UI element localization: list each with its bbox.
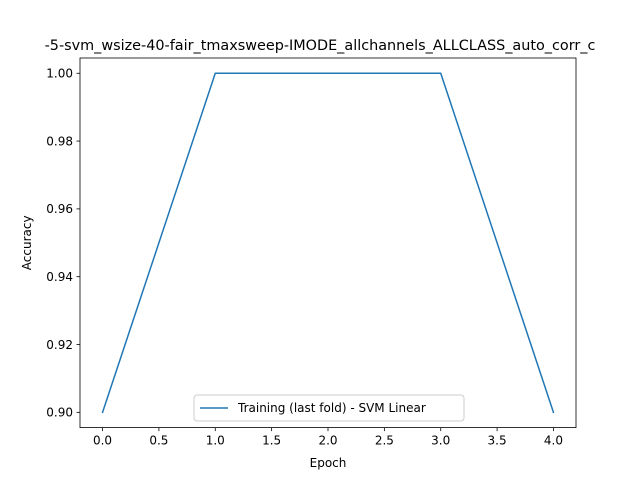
series-line — [101, 72, 555, 413]
legend-frame — [193, 394, 465, 422]
data-point — [439, 72, 442, 75]
series-layer — [101, 72, 555, 414]
x-tick-label: 3.0 — [431, 434, 450, 448]
ticks-layer: 0.0 0.5 1.0 1.5 2.0 2.5 3.0 3.5 4.0 0.90 0.92 0.94 0… — [46, 67, 563, 448]
y-tick-label: 0.98 — [46, 134, 73, 148]
legend-entry-label: Training (last fold) - SVM Linear — [237, 401, 426, 415]
x-tick-label: 4.0 — [544, 434, 563, 448]
x-tick-label: 2.5 — [375, 434, 394, 448]
data-point — [101, 411, 104, 414]
legend: Training (last fold) - SVM Linear — [193, 394, 465, 422]
data-point — [552, 411, 555, 414]
y-tick-label: 1.00 — [46, 67, 73, 81]
x-tick-label: 1.5 — [262, 434, 281, 448]
x-tick-label: 2.0 — [318, 434, 337, 448]
y-tick-label: 0.96 — [46, 202, 73, 216]
y-axis-label: Accuracy — [20, 215, 34, 270]
x-tick-label: 0.0 — [93, 434, 112, 448]
y-tick-label: 0.92 — [46, 338, 73, 352]
x-tick-label: 0.5 — [149, 434, 168, 448]
x-tick-label: 1.0 — [206, 434, 225, 448]
plot-frame — [79, 57, 577, 429]
y-tick-label: 0.94 — [46, 270, 73, 284]
data-point — [214, 72, 217, 75]
x-axis-label: Epoch — [310, 456, 347, 470]
chart-title: -5-svm_wsize-40-fair_tmaxsweep-IMODE_all… — [45, 38, 596, 54]
data-point — [327, 72, 329, 75]
y-tick-label: 0.90 — [46, 406, 73, 420]
x-tick-label: 3.5 — [488, 434, 507, 448]
